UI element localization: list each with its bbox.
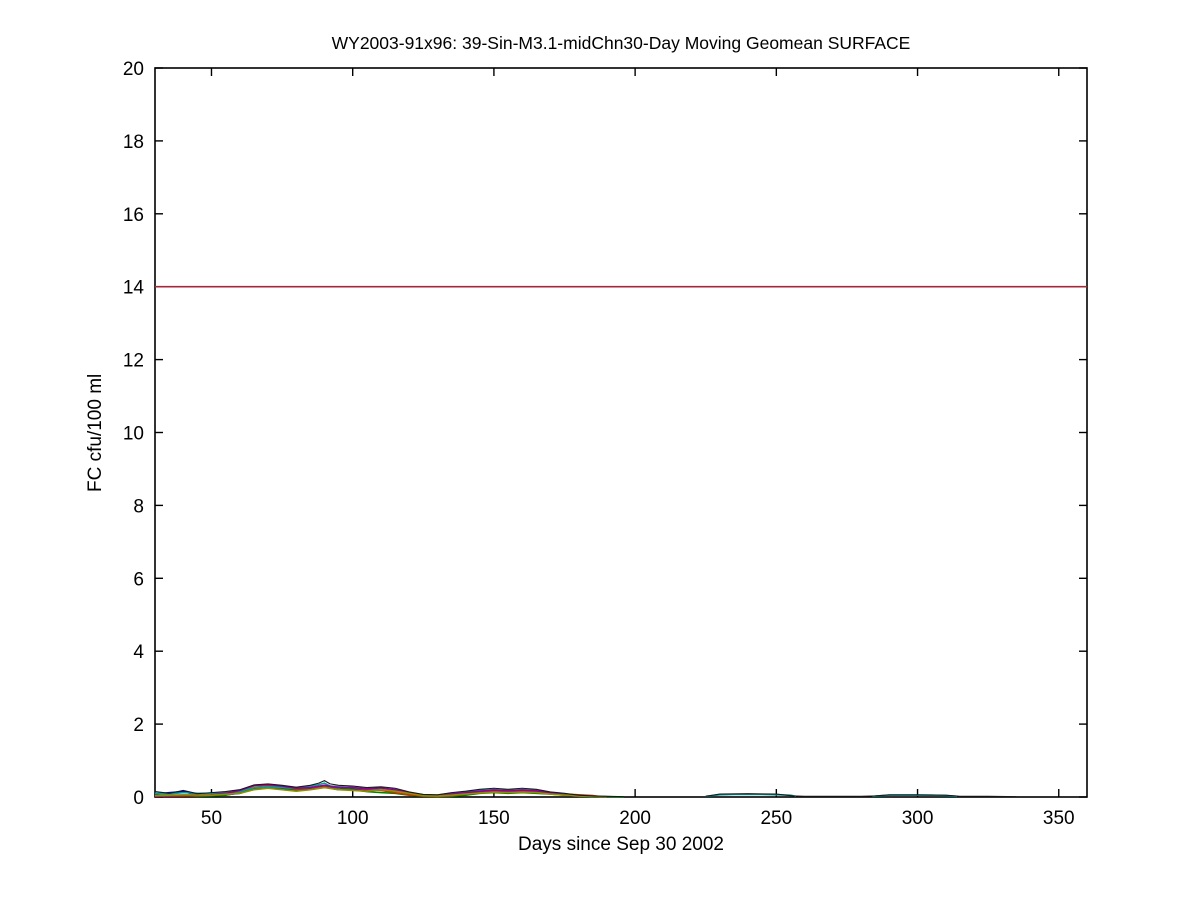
y-tick-label: 0	[133, 788, 144, 809]
x-tick-label: 150	[478, 808, 510, 829]
axes-box	[154, 67, 1088, 798]
y-tick-label: 12	[123, 351, 144, 372]
x-tick-label: 50	[201, 808, 222, 829]
y-ticks	[155, 67, 1087, 798]
x-tick-label: 100	[337, 808, 369, 829]
x-tick-label: 250	[760, 808, 792, 829]
y-tick-labels: 0 2 4 6 8 10 12 14 16 18 20	[123, 59, 145, 809]
y-tick-label: 20	[123, 59, 144, 80]
y-tick-label: 4	[133, 642, 144, 663]
series-segment	[705, 793, 1017, 798]
y-tick-label: 6	[133, 569, 144, 590]
x-ticks	[210, 68, 1060, 797]
y-tick-label: 16	[123, 205, 144, 226]
series-black-station	[154, 780, 1017, 798]
series-segment	[154, 780, 624, 798]
chart-title: WY2003-91x96: 39-Sin-M3.1-midChn30-Day M…	[331, 33, 911, 53]
y-tick-label: 14	[123, 278, 145, 299]
x-tick-label: 200	[619, 808, 651, 829]
y-tick-label: 2	[133, 715, 144, 736]
x-axis-label: Days since Sep 30 2002	[518, 834, 724, 855]
series-olive-station	[154, 786, 607, 798]
x-tick-labels: 50 100 150 200 250 300 350	[201, 808, 1075, 829]
y-axis-label: FC cfu/100 ml	[85, 373, 106, 492]
y-tick-label: 10	[123, 424, 144, 445]
y-tick-label: 8	[133, 496, 144, 517]
y-tick-label: 18	[123, 132, 144, 153]
x-tick-label: 350	[1043, 808, 1075, 829]
series-segment	[154, 786, 607, 798]
x-tick-label: 300	[902, 808, 934, 829]
